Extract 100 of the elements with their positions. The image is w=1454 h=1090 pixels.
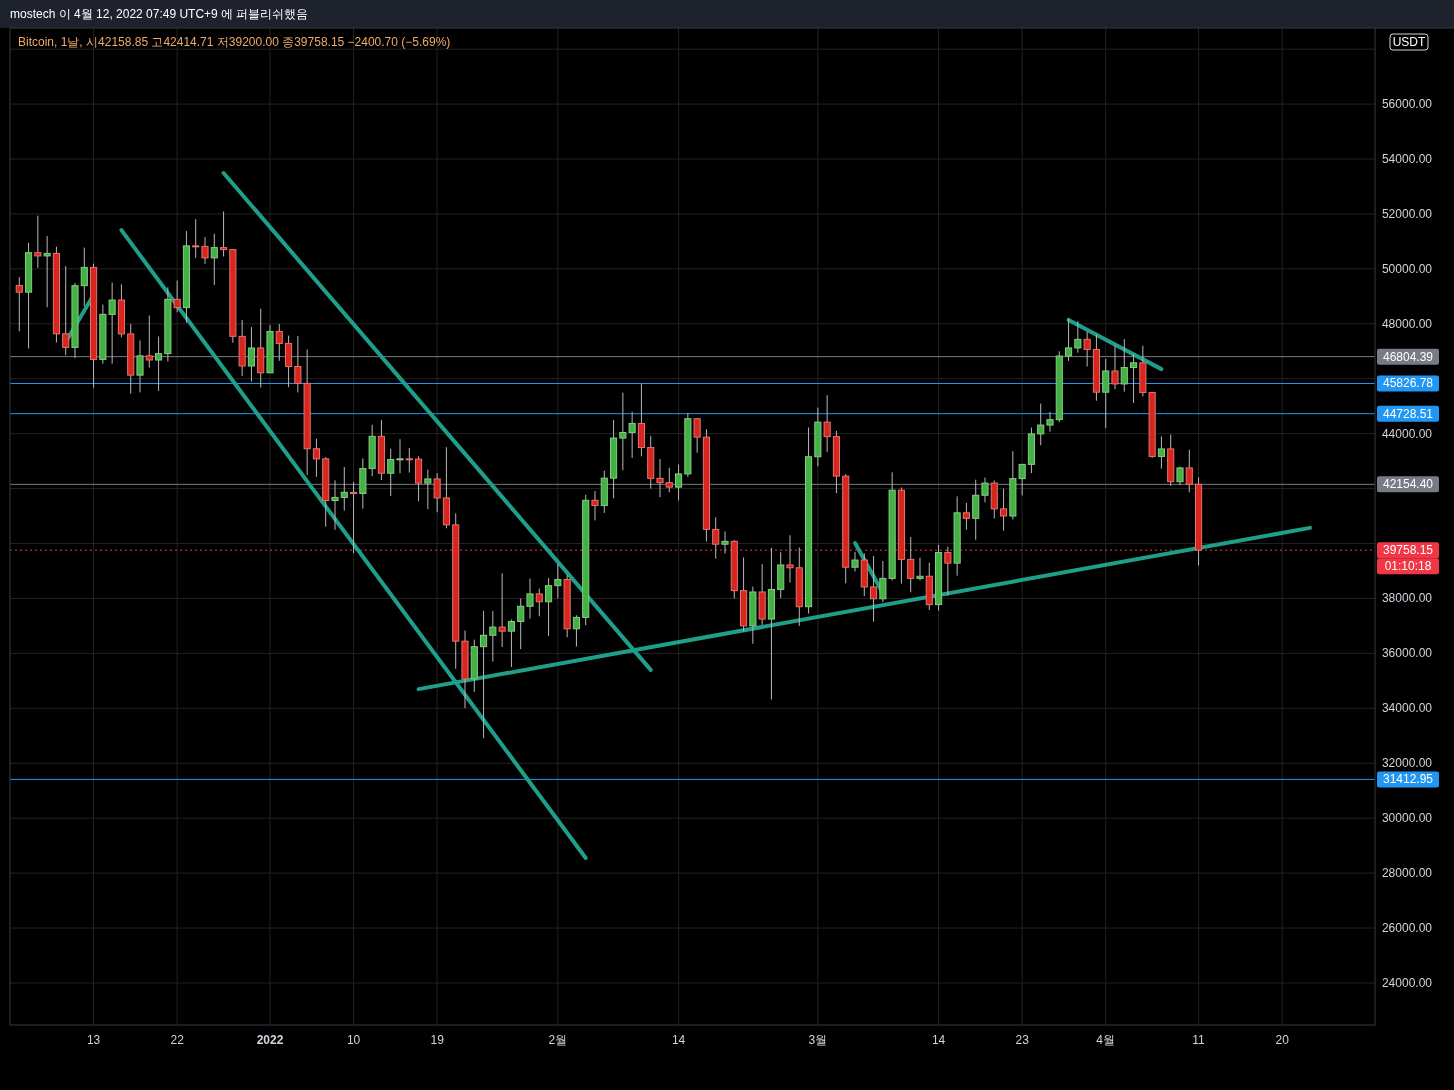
x-tick-label: 20 [1275,1033,1290,1047]
candlestick [572,614,580,648]
candlestick [145,315,153,369]
candlestick [1000,488,1008,532]
candlestick [823,394,831,453]
candlestick [591,490,599,521]
y-tick-label: 36000.00 [1381,646,1433,661]
candlestick [517,597,525,650]
candlestick [136,340,144,393]
x-tick-label: 2월 [548,1033,568,1047]
ref-line-label: 44728.51 [1382,406,1434,421]
candlestick [34,215,42,269]
ref-line-label: 42154.40 [1382,477,1434,492]
candlestick [396,438,404,474]
candlestick [424,469,432,510]
candlestick [350,481,358,554]
x-tick-label: 2022 [256,1033,284,1047]
candlestick [851,551,859,573]
candlestick [1185,449,1193,493]
x-tick-label: 23 [1015,1033,1030,1047]
candlestick [433,472,441,513]
candlestick [331,479,339,531]
candlestick [870,555,878,623]
candlestick [247,326,255,382]
y-tick-label: 34000.00 [1381,701,1433,716]
candlestick [675,464,683,501]
x-tick-label: 10 [346,1033,361,1047]
candlestick [155,336,163,392]
candlestick [480,610,488,739]
candlestick [405,447,413,474]
candlestick [962,502,970,531]
candlestick [201,236,209,265]
candlestick [1074,320,1082,354]
candlestick [312,438,320,478]
candlestick [340,466,348,512]
ref-line-label: 46804.39 [1382,349,1434,364]
x-tick-label: 19 [430,1033,445,1047]
candlestick [387,448,395,497]
candlestick [415,455,423,502]
candlestick [1130,353,1138,404]
candlestick [220,211,228,258]
candlestick [173,280,181,313]
candlestick [192,218,200,259]
candlestick [62,265,70,356]
y-tick-label: 52000.00 [1381,206,1433,221]
ref-line-label: 45826.78 [1382,376,1434,391]
candlestick [489,610,497,663]
y-tick-label: 38000.00 [1381,591,1433,606]
candlestick [1157,435,1165,470]
candlestick [972,479,980,541]
candlestick [665,467,673,493]
candlestick [786,534,794,584]
x-tick-label: 22 [170,1033,185,1047]
candlestick [210,233,218,286]
candlestick [1120,338,1128,393]
candlestick [545,577,553,637]
y-tick-label: 24000.00 [1381,975,1433,990]
text: 01:10:18 [1384,559,1432,574]
y-tick-label: 44000.00 [1381,426,1433,441]
chart-title: mostech 이 4월 12, 2022 07:49 UTC+9 에 퍼블리쉬했음 [10,7,309,21]
candlestick [535,588,543,617]
candlestick [1111,344,1119,390]
candlestick [15,276,23,332]
x-tick-label: 14 [931,1033,946,1047]
y-tick-label: 26000.00 [1381,921,1433,936]
x-tick-label: 14 [671,1033,686,1047]
text: USDT [1392,35,1426,49]
x-tick-label: 4월 [1096,1033,1116,1047]
x-tick-label: 3월 [808,1033,828,1047]
text: Bitcoin, 1날, 시42158.85 고42414.71 저39200.00 종39758.15 −2400.70 (−5.69%) [18,35,451,49]
candlestick [507,619,515,668]
y-tick-label: 56000.00 [1381,97,1433,112]
candlestick [712,516,720,560]
candlestick [1065,318,1073,362]
candlestick [43,235,51,308]
y-tick-label: 30000.00 [1381,811,1433,826]
candlestick [1083,331,1091,368]
candlestick [80,247,88,307]
candlestick [944,546,952,597]
candlestick [693,418,701,454]
candlestick [498,572,506,648]
candlestick [526,578,534,620]
candlestick [285,335,293,388]
candlestick [656,458,664,498]
candlestick [916,557,924,581]
y-tick-label: 54000.00 [1381,152,1433,167]
ref-line-label: 31412.95 [1382,772,1434,787]
candlestick [275,323,283,362]
x-tick-label: 13 [86,1033,101,1047]
y-tick-label: 50000.00 [1381,261,1433,276]
candlestick [554,563,562,599]
candlestick [907,536,915,593]
candlestick [721,530,729,554]
candlestick [1037,403,1045,446]
y-tick-label: 48000.00 [1381,316,1433,331]
y-tick-label: 32000.00 [1381,756,1433,771]
candlestick [1102,358,1110,429]
candlestick [1046,411,1054,433]
x-tick-label: 11 [1192,1033,1206,1047]
ref-line-label: 39758.15 [1382,543,1434,558]
